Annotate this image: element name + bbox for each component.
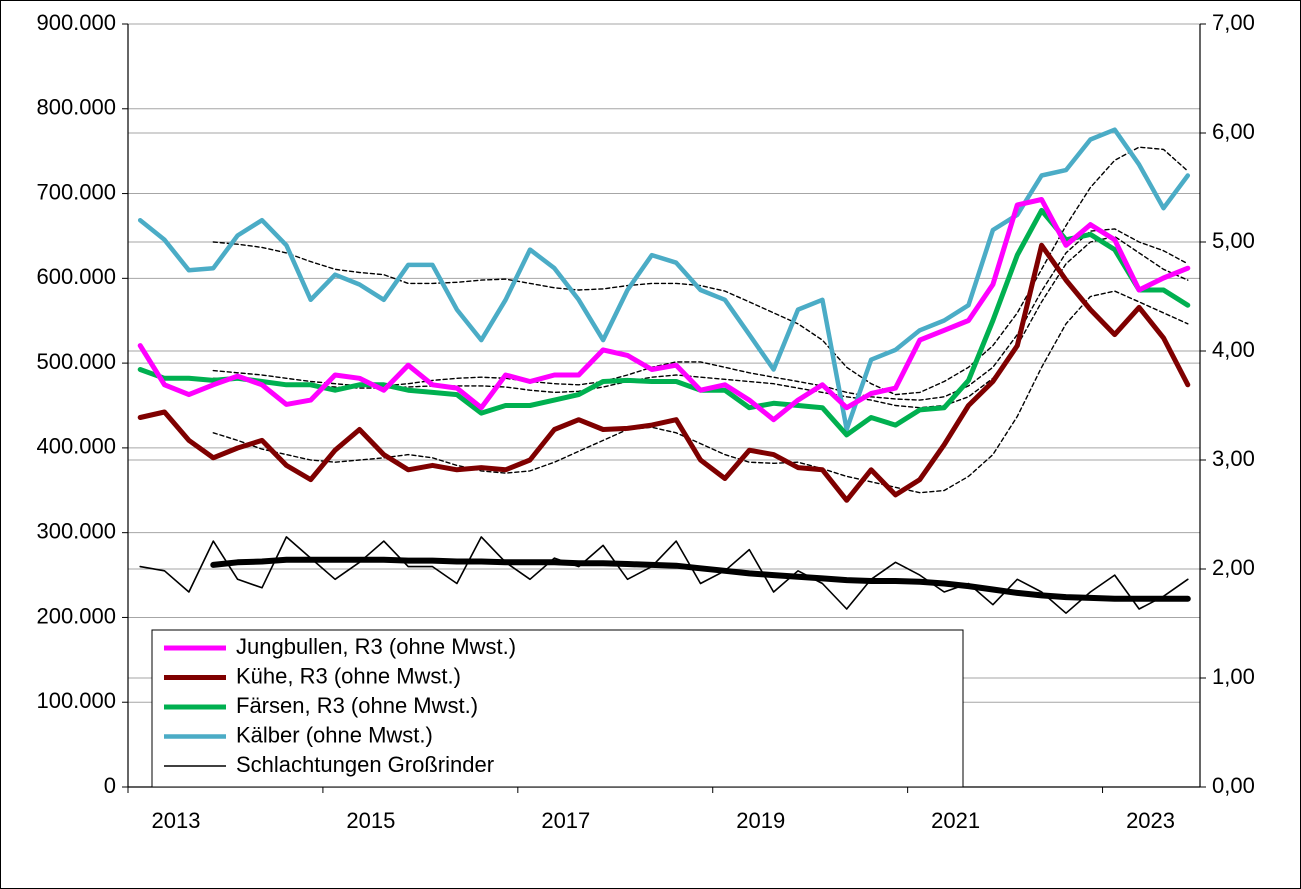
x-tick-label: 2015 xyxy=(346,808,395,833)
y2-tick-label: 3,00 xyxy=(1212,446,1255,471)
plot-area xyxy=(137,127,1191,614)
x-tick-label: 2013 xyxy=(152,808,201,833)
y2-tick-label: 1,00 xyxy=(1212,664,1255,689)
series-line xyxy=(137,197,1191,423)
x-tick-label: 2023 xyxy=(1126,808,1175,833)
legend-label: Jungbullen, R3 (ohne Mwst.) xyxy=(236,634,516,659)
y-tick-label: 900.000 xyxy=(36,10,116,35)
y2-tick-label: 4,00 xyxy=(1212,337,1255,362)
y-tick-label: 100.000 xyxy=(36,688,116,713)
y2-tick-label: 5,00 xyxy=(1212,228,1255,253)
series-line xyxy=(137,207,1191,438)
y2-tick-label: 2,00 xyxy=(1212,555,1255,580)
y-tick-label: 400.000 xyxy=(36,434,116,459)
legend: Jungbullen, R3 (ohne Mwst.) Kühe, R3 (ohn… xyxy=(151,629,964,788)
y-tick-label: 800.000 xyxy=(36,95,116,120)
axes: 0 100.000 200.000 300.000 400.000 500.000 600.… xyxy=(36,10,1254,833)
series-line xyxy=(137,242,1191,503)
y-tick-label: 600.000 xyxy=(36,264,116,289)
legend-box xyxy=(151,629,964,788)
y2-tick-label: 7,00 xyxy=(1212,10,1255,35)
y-tick-label: 200.000 xyxy=(36,603,116,628)
legend-label: Färsen, R3 (ohne Mwst.) xyxy=(236,693,478,718)
x-tick-label: 2021 xyxy=(931,808,980,833)
x-tick-label: 2019 xyxy=(736,808,785,833)
legend-label: Kälber (ohne Mwst.) xyxy=(236,722,433,747)
y-tick-label: 0 xyxy=(104,773,116,798)
series-line xyxy=(210,556,1191,602)
y-tick-label: 300.000 xyxy=(36,518,116,543)
x-tick-label: 2017 xyxy=(541,808,590,833)
y2-tick-label: 6,00 xyxy=(1212,119,1255,144)
y2-tick-label: 0,00 xyxy=(1212,773,1255,798)
y-tick-label: 700.000 xyxy=(36,179,116,204)
legend-label: Schlachtungen Großrinder xyxy=(236,752,494,777)
trend-line xyxy=(212,290,1189,494)
y-tick-label: 500.000 xyxy=(36,349,116,374)
trend-line xyxy=(212,146,1189,396)
legend-label: Kühe, R3 (ohne Mwst.) xyxy=(236,663,461,688)
